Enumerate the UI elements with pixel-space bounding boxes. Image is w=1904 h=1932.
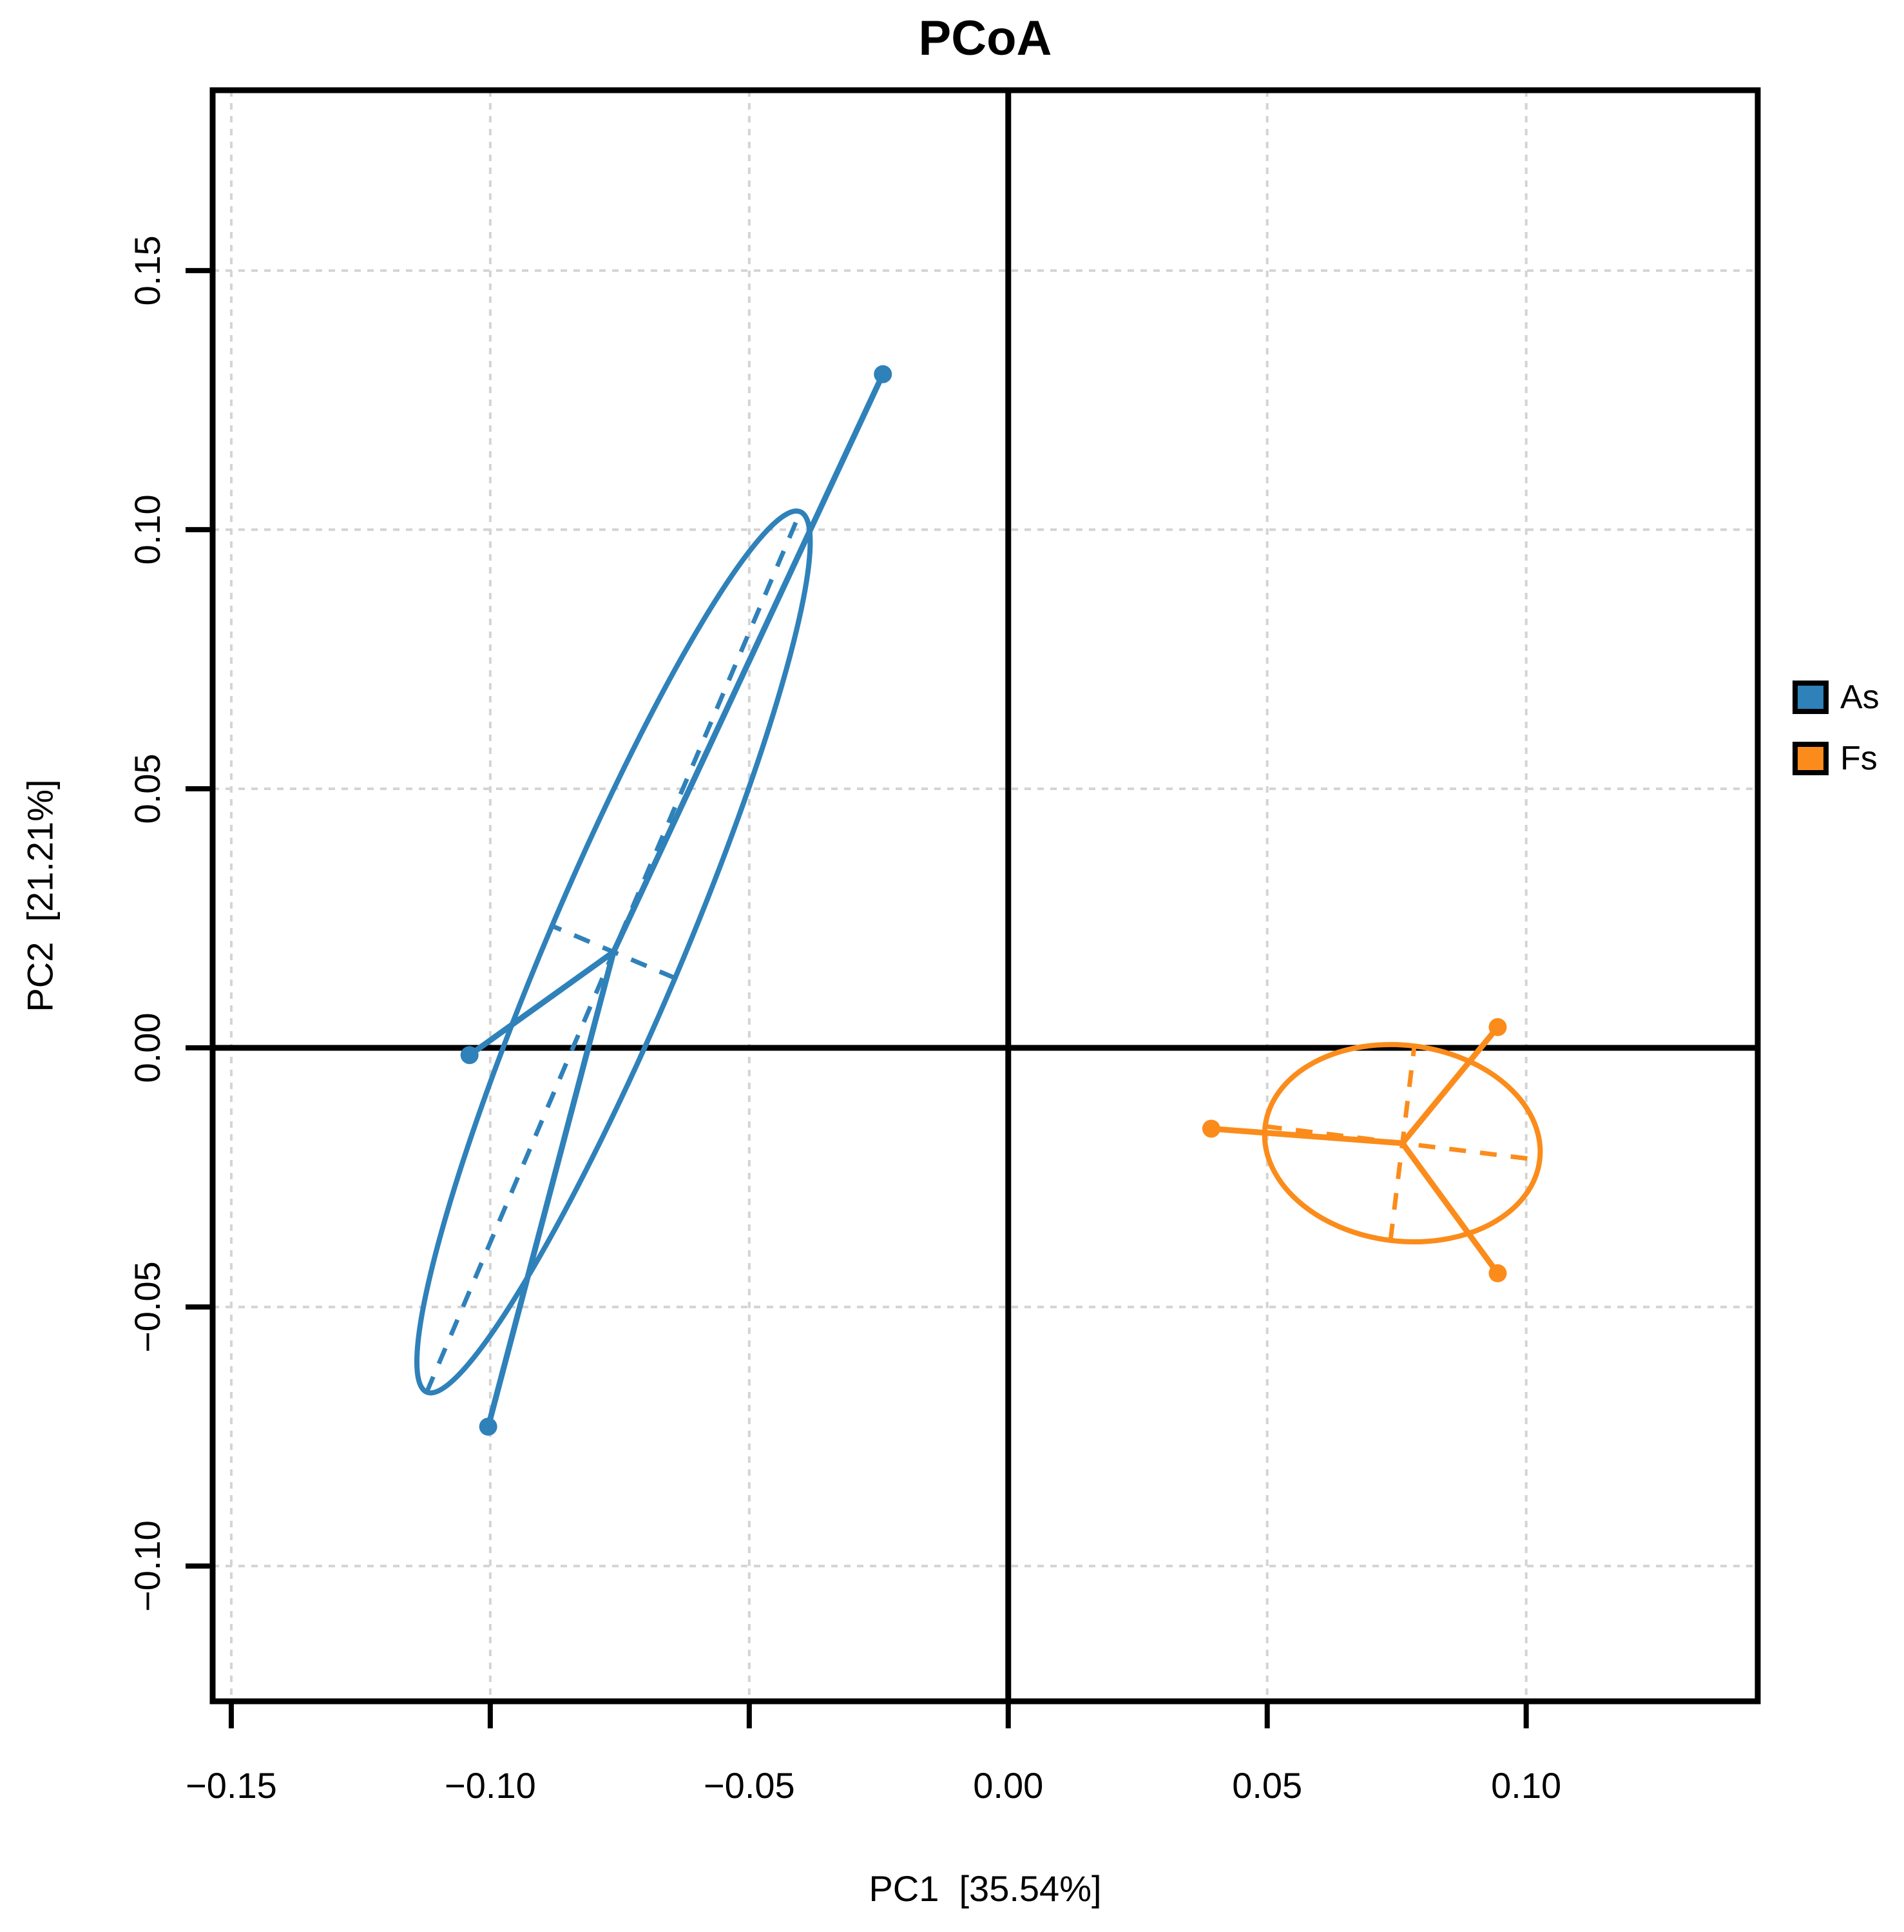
x-tick-label: 0.00: [973, 1765, 1043, 1806]
legend-swatch-fs: [1793, 742, 1829, 775]
x-tick-label: −0.10: [445, 1765, 536, 1806]
y-tick-label: 0.10: [127, 494, 168, 565]
x-tick-label: −0.05: [704, 1765, 795, 1806]
x-axis-title: PC1 [35.54%]: [869, 1868, 1102, 1909]
chart-title: PCoA: [918, 11, 1052, 66]
plot-border: [209, 87, 1761, 1705]
fs-point: [1488, 1264, 1507, 1282]
as-point: [874, 365, 892, 383]
legend-item-fs: Fs: [1793, 742, 1880, 775]
fs-spider-line: [1400, 1025, 1500, 1145]
as-spider-line: [611, 372, 886, 954]
y-tick-label: 0.00: [127, 1013, 168, 1083]
y-tick-label: −0.05: [127, 1261, 168, 1353]
legend-label-as: As: [1840, 679, 1880, 716]
legend-swatch-as: [1793, 681, 1829, 714]
as-spider-line: [485, 951, 617, 1427]
x-tick-label: 0.10: [1491, 1765, 1561, 1806]
as-spider-line: [468, 949, 615, 1058]
legend-label-fs: Fs: [1840, 740, 1878, 777]
fs-spider-line: [1399, 1141, 1501, 1275]
fs-point: [1202, 1119, 1220, 1138]
as-point: [479, 1417, 497, 1436]
x-tick-label: 0.05: [1232, 1765, 1302, 1806]
legend: As Fs: [1793, 681, 1880, 803]
fs-spider-line: [1211, 1125, 1403, 1146]
y-axis-title: PC2 [21.21%]: [19, 779, 61, 1012]
x-tick-label: −0.15: [186, 1765, 277, 1806]
y-tick-label: 0.05: [127, 753, 168, 824]
y-tick-label: −0.10: [127, 1520, 168, 1612]
y-tick-label: 0.15: [127, 235, 168, 305]
legend-item-as: As: [1793, 681, 1880, 714]
as-point: [460, 1046, 479, 1065]
fs-point: [1488, 1018, 1507, 1036]
